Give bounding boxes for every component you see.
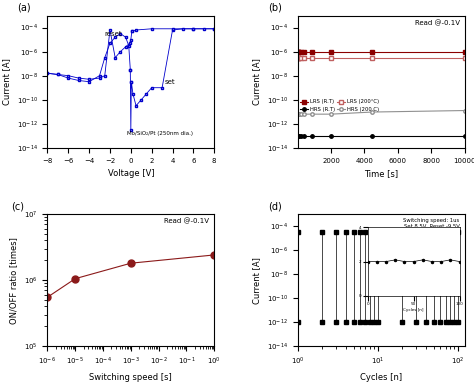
X-axis label: Cycles [n]: Cycles [n] (360, 373, 402, 382)
Line: HRS (200 C): HRS (200 C) (296, 109, 466, 116)
Y-axis label: Current [A]: Current [A] (2, 58, 11, 105)
LRS (200°C) (296, 55, 302, 60)
HRS (200 C) (310, 112, 315, 116)
HRS (200 C) (295, 112, 301, 116)
LRS (R.T) (369, 49, 375, 54)
HRS (R.T) (369, 133, 375, 138)
HRS (R.T) (298, 133, 303, 138)
LRS (R.T) (295, 49, 301, 54)
Y-axis label: ON/OFF ratio [times]: ON/OFF ratio [times] (9, 237, 18, 324)
LRS (200°C) (301, 55, 307, 60)
Text: reset: reset (105, 31, 122, 37)
LRS (200°C) (298, 55, 303, 60)
Y-axis label: Current [A]: Current [A] (252, 257, 261, 303)
X-axis label: Voltage [V]: Voltage [V] (108, 169, 154, 178)
HRS (R.T) (462, 133, 467, 138)
HRS (R.T) (295, 133, 301, 138)
LRS (R.T) (462, 49, 467, 54)
HRS (200 C) (462, 108, 467, 113)
HRS (200 C) (301, 112, 307, 116)
Text: (b): (b) (268, 3, 282, 13)
Y-axis label: Current [A]: Current [A] (252, 58, 261, 105)
Text: (d): (d) (268, 201, 282, 211)
LRS (R.T) (328, 49, 334, 54)
LRS (R.T) (310, 49, 315, 54)
Line: LRS (R.T): LRS (R.T) (296, 50, 466, 53)
HRS (200 C) (369, 110, 375, 114)
Text: (a): (a) (18, 3, 31, 13)
Text: set: set (164, 79, 175, 85)
LRS (200°C) (295, 55, 301, 60)
LRS (R.T) (298, 49, 303, 54)
Line: HRS (R.T): HRS (R.T) (296, 134, 466, 138)
HRS (200 C) (328, 112, 334, 116)
LRS (200°C) (462, 55, 467, 60)
HRS (R.T) (295, 133, 301, 138)
LRS (R.T) (296, 49, 302, 54)
X-axis label: Time [s]: Time [s] (364, 169, 398, 178)
X-axis label: Switching speed [s]: Switching speed [s] (90, 373, 172, 382)
HRS (R.T) (301, 133, 307, 138)
HRS (200 C) (296, 112, 302, 116)
LRS (200°C) (295, 55, 301, 60)
Text: (c): (c) (11, 201, 24, 211)
HRS (R.T) (310, 133, 315, 138)
HRS (200 C) (295, 112, 301, 116)
Text: Read @-0.1V: Read @-0.1V (164, 218, 209, 224)
Text: Read @-0.1V: Read @-0.1V (415, 19, 459, 26)
LRS (R.T) (295, 49, 301, 54)
HRS (R.T) (296, 133, 302, 138)
LRS (R.T) (301, 49, 307, 54)
Text: Mo/SiO₂/Pt (250nm dia.): Mo/SiO₂/Pt (250nm dia.) (128, 131, 193, 136)
HRS (R.T) (295, 133, 301, 138)
HRS (R.T) (328, 133, 334, 138)
Line: LRS (200°C): LRS (200°C) (296, 56, 466, 60)
LRS (200°C) (310, 55, 315, 60)
LRS (200°C) (369, 55, 375, 60)
LRS (R.T) (295, 49, 301, 54)
LRS (200°C) (328, 55, 334, 60)
Text: Switching speed: 1us
Set 8.5V, Reset -9.5V
Read @-0.1V: Switching speed: 1us Set 8.5V, Reset -9.… (403, 218, 459, 235)
Legend: LRS (R.T), HRS (R.T), LRS (200°C), HRS (200 C): LRS (R.T), HRS (R.T), LRS (200°C), HRS (… (301, 100, 379, 112)
HRS (200 C) (298, 112, 303, 116)
LRS (200°C) (295, 55, 301, 60)
HRS (200 C) (295, 112, 301, 116)
